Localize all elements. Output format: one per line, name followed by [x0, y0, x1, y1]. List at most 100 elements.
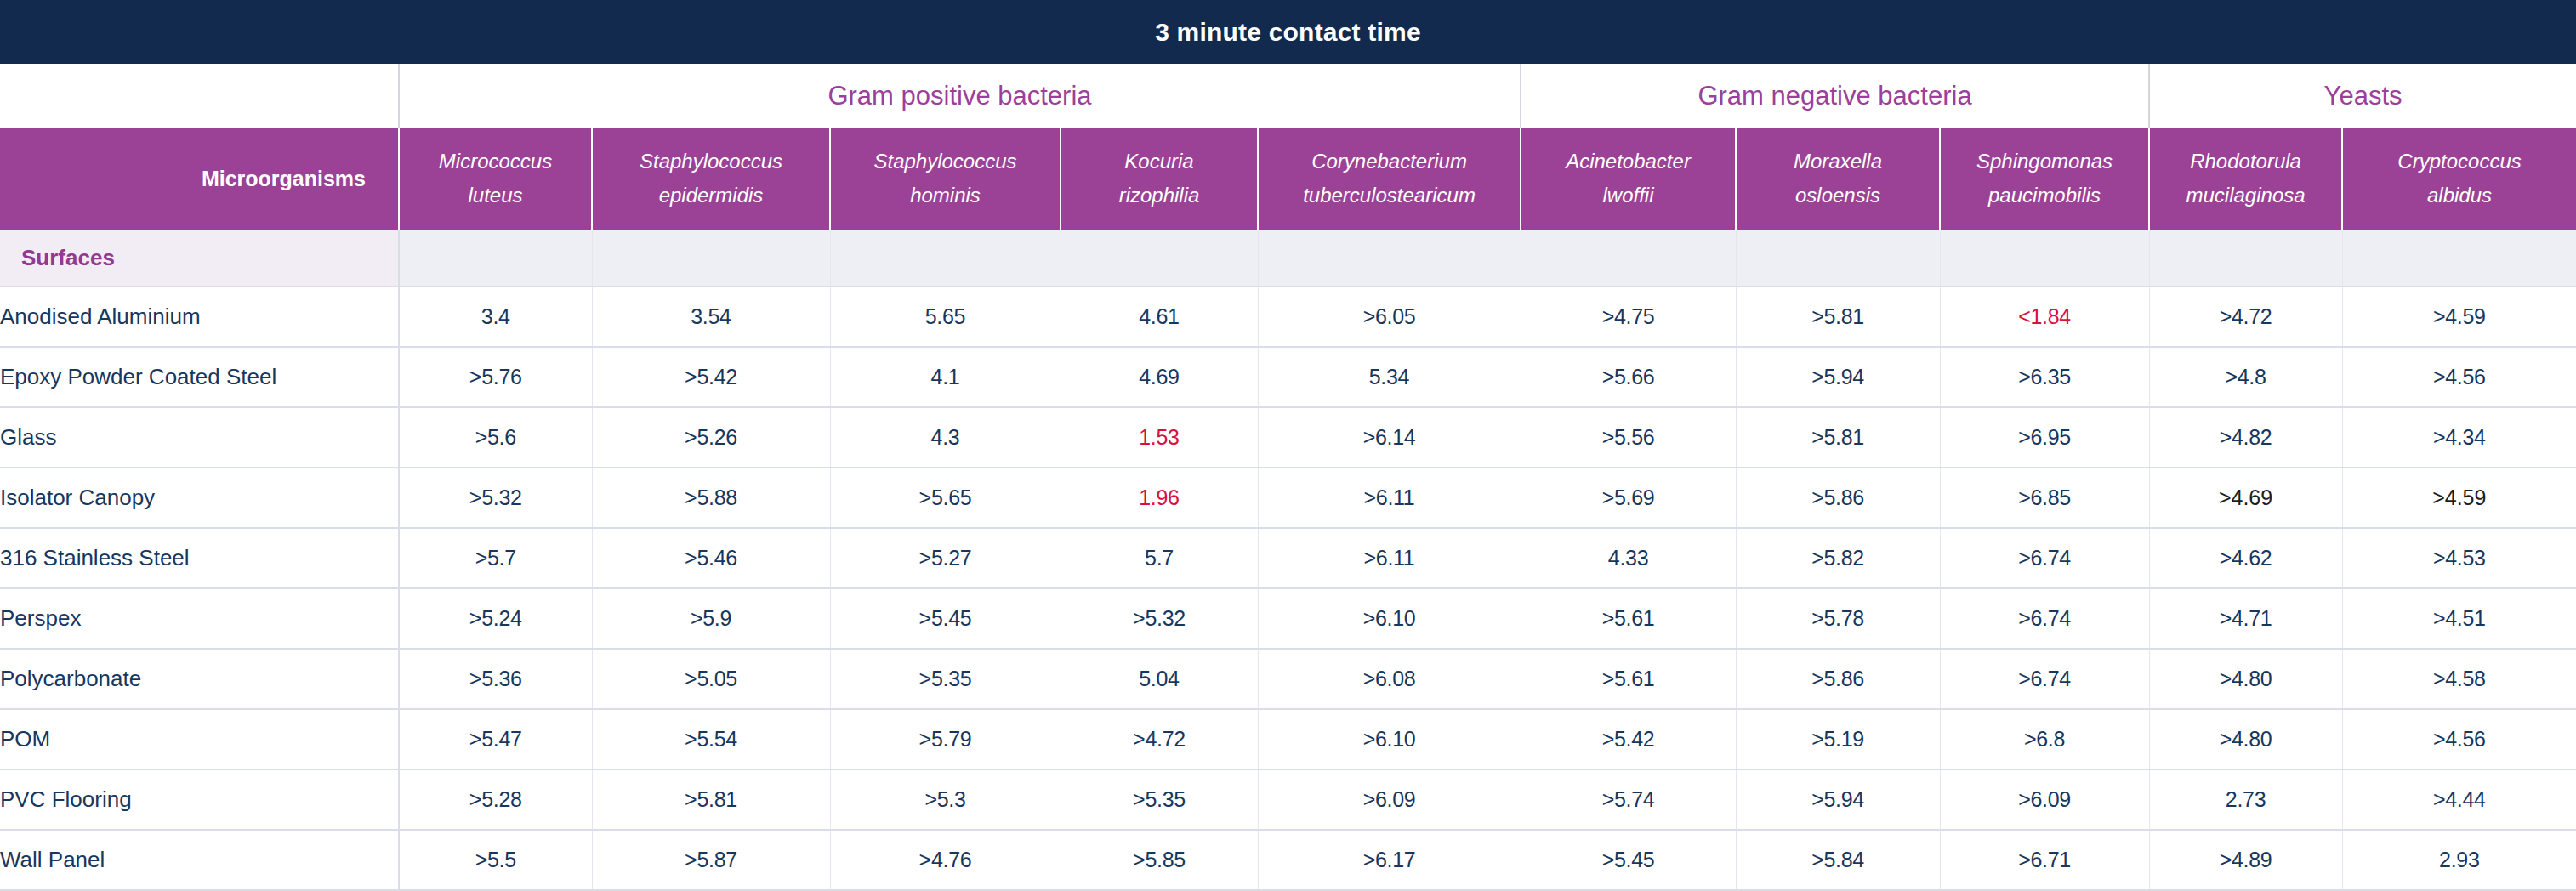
log-reduction-value: >6.8 — [1940, 709, 2149, 769]
log-reduction-value: >5.74 — [1521, 769, 1736, 830]
table-row: PVC Flooring>5.28>5.81>5.3>5.35>6.09>5.7… — [0, 769, 2576, 830]
log-reduction-value: >5.81 — [592, 769, 830, 830]
log-reduction-value: >5.6 — [399, 407, 592, 468]
log-reduction-value: >5.94 — [1736, 769, 1940, 830]
column-header-line: Cryptococcus — [2343, 145, 2576, 179]
log-reduction-value: >6.35 — [1940, 347, 2149, 407]
log-reduction-value: 4.33 — [1521, 528, 1736, 588]
log-reduction-value: >5.65 — [830, 468, 1061, 528]
log-reduction-value: >5.61 — [1521, 649, 1736, 709]
table-row: Glass>5.6>5.264.31.53>6.14>5.56>5.81>6.9… — [0, 407, 2576, 468]
column-header-line: lwoffii — [1521, 179, 1735, 213]
surface-row-label: Isolator Canopy — [0, 468, 399, 528]
log-reduction-value: >4.80 — [2149, 649, 2342, 709]
column-header-line: osloensis — [1737, 179, 1939, 213]
section-row-empty-cell — [592, 230, 830, 287]
table-body: SurfacesAnodised Aluminium3.43.545.654.6… — [0, 230, 2576, 890]
log-reduction-value: >6.74 — [1940, 588, 2149, 649]
surface-row-label: Perspex — [0, 588, 399, 649]
log-reduction-value: >5.35 — [1061, 769, 1258, 830]
surface-row-label: Epoxy Powder Coated Steel — [0, 347, 399, 407]
table-title-bar: 3 minute contact time — [0, 0, 2576, 64]
log-reduction-value: 4.1 — [830, 347, 1061, 407]
log-reduction-value: >5.3 — [830, 769, 1061, 830]
log-reduction-value: >4.82 — [2149, 407, 2342, 468]
table-title: 3 minute contact time — [1155, 18, 1421, 47]
log-reduction-value: >5.32 — [1061, 588, 1258, 649]
table-row: POM>5.47>5.54>5.79>4.72>6.10>5.42>5.19>6… — [0, 709, 2576, 769]
log-reduction-value: >6.05 — [1258, 287, 1521, 347]
table-row: Wall Panel>5.5>5.87>4.76>5.85>6.17>5.45>… — [0, 830, 2576, 890]
surface-row-label: Anodised Aluminium — [0, 287, 399, 347]
column-group-label: Yeasts — [2150, 81, 2576, 111]
column-header: Rhodotorulamucilaginosa — [2149, 128, 2342, 230]
log-reduction-value: >6.14 — [1258, 407, 1521, 468]
section-row-empty-cell — [2149, 230, 2342, 287]
section-row-empty-cell — [1258, 230, 1521, 287]
table-row: Isolator Canopy>5.32>5.88>5.651.96>6.11>… — [0, 468, 2576, 528]
log-reduction-value: >5.86 — [1736, 468, 1940, 528]
log-reduction-value: >5.82 — [1736, 528, 1940, 588]
section-row-empty-cell — [1940, 230, 2149, 287]
log-reduction-value: >5.47 — [399, 709, 592, 769]
log-reduction-value: >5.45 — [830, 588, 1061, 649]
log-reduction-value: 5.7 — [1061, 528, 1258, 588]
log-reduction-value: >4.62 — [2149, 528, 2342, 588]
log-reduction-value: >5.85 — [1061, 830, 1258, 890]
column-header: Moraxellaosloensis — [1736, 128, 1940, 230]
surface-row-label: PVC Flooring — [0, 769, 399, 830]
log-reduction-value: >4.8 — [2149, 347, 2342, 407]
column-header-line: hominis — [831, 179, 1060, 213]
group-row-empty-cell — [0, 64, 399, 128]
table-row: Anodised Aluminium3.43.545.654.61>6.05>4… — [0, 287, 2576, 347]
log-reduction-value: >5.24 — [399, 588, 592, 649]
column-header: Sphingomonaspaucimobilis — [1940, 128, 2149, 230]
column-header-line: Micrococcus — [400, 145, 591, 179]
section-row-empty-cell — [2342, 230, 2576, 287]
log-reduction-value: 1.96 — [1061, 468, 1258, 528]
table-row: 316 Stainless Steel>5.7>5.46>5.275.7>6.1… — [0, 528, 2576, 588]
log-reduction-value: >4.75 — [1521, 287, 1736, 347]
column-header: Cryptococcusalbidus — [2342, 128, 2576, 230]
log-reduction-value: >6.10 — [1258, 588, 1521, 649]
log-reduction-value: >5.35 — [830, 649, 1061, 709]
log-reduction-value: >4.58 — [2342, 649, 2576, 709]
log-reduction-value: >6.95 — [1940, 407, 2149, 468]
results-table-page: 3 minute contact time Gram positive bact… — [0, 0, 2576, 891]
log-reduction-value: 2.73 — [2149, 769, 2342, 830]
log-reduction-value: >6.11 — [1258, 468, 1521, 528]
log-reduction-value: >5.87 — [592, 830, 830, 890]
log-reduction-value: >4.72 — [1061, 709, 1258, 769]
contact-time-table: Gram positive bacteriaGram negative bact… — [0, 64, 2576, 891]
log-reduction-value: >4.72 — [2149, 287, 2342, 347]
log-reduction-value: >5.66 — [1521, 347, 1736, 407]
column-header: Micrococcusluteus — [399, 128, 592, 230]
log-reduction-value: >6.08 — [1258, 649, 1521, 709]
log-reduction-value: >4.53 — [2342, 528, 2576, 588]
surface-row-label: 316 Stainless Steel — [0, 528, 399, 588]
section-row-empty-cell — [1521, 230, 1736, 287]
log-reduction-value: >4.71 — [2149, 588, 2342, 649]
log-reduction-value: >5.46 — [592, 528, 830, 588]
log-reduction-value: >6.10 — [1258, 709, 1521, 769]
column-header-line: luteus — [400, 179, 591, 213]
column-header-line: mucilaginosa — [2150, 179, 2341, 213]
log-reduction-value: >6.85 — [1940, 468, 2149, 528]
table-row: Perspex>5.24>5.9>5.45>5.32>6.10>5.61>5.7… — [0, 588, 2576, 649]
log-reduction-value: 2.93 — [2342, 830, 2576, 890]
column-header-line: albidus — [2343, 179, 2576, 213]
log-reduction-value: >5.84 — [1736, 830, 1940, 890]
table-head: Gram positive bacteriaGram negative bact… — [0, 64, 2576, 230]
log-reduction-value: >5.54 — [592, 709, 830, 769]
section-row-empty-cell — [399, 230, 592, 287]
log-reduction-value: >6.74 — [1940, 649, 2149, 709]
column-header: Staphylococcushominis — [830, 128, 1061, 230]
log-reduction-value: >6.09 — [1940, 769, 2149, 830]
log-reduction-value: 1.53 — [1061, 407, 1258, 468]
surface-row-label: POM — [0, 709, 399, 769]
section-label-surfaces: Surfaces — [0, 230, 399, 287]
log-reduction-value: >5.94 — [1736, 347, 1940, 407]
surface-row-label: Polycarbonate — [0, 649, 399, 709]
column-header: Kocuriarizophilia — [1061, 128, 1258, 230]
log-reduction-value: >5.86 — [1736, 649, 1940, 709]
